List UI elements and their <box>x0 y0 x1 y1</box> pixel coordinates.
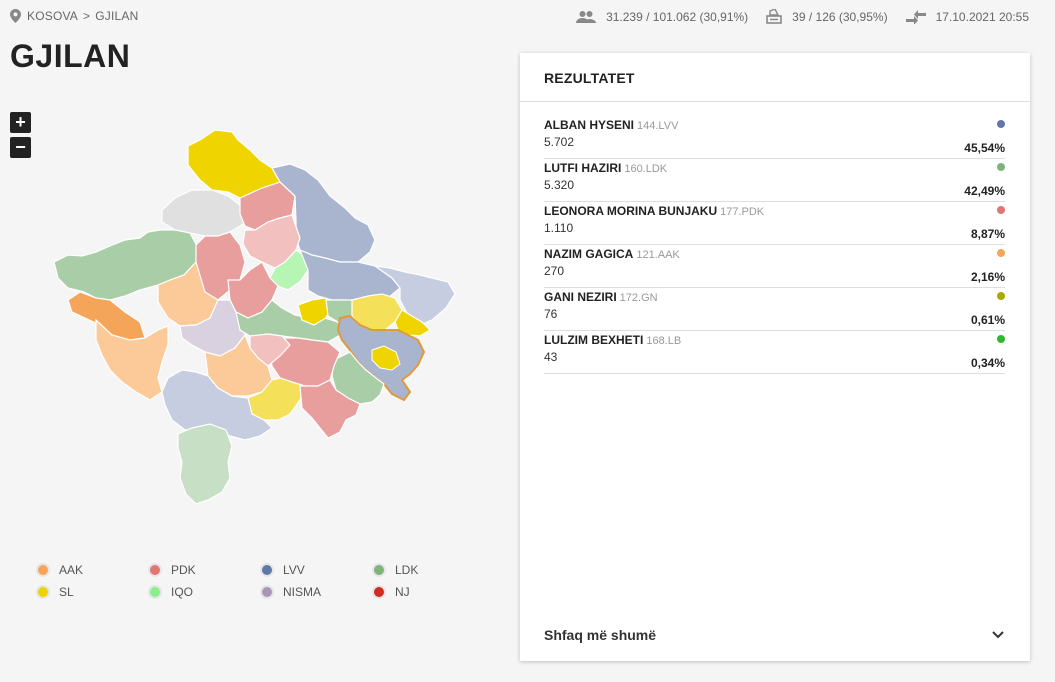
candidate-row[interactable]: GANI NEZIRI 172.GN 76 0,61% <box>544 288 1005 331</box>
compare-arrows-icon <box>905 9 926 24</box>
candidate-code: 177.PDK <box>720 206 765 218</box>
candidate-name: LUTFI HAZIRI <box>544 161 622 175</box>
candidate-name: LULZIM BEXHETI <box>544 333 644 347</box>
zoom-out-button[interactable]: − <box>10 137 31 158</box>
legend-item[interactable]: AAK <box>36 563 148 577</box>
candidate-name-line: NAZIM GAGICA 121.AAK <box>544 247 1005 261</box>
map-legend: AAK PDK LVV LDK SL IQO NISMA NJ <box>36 563 496 599</box>
legend-label: AAK <box>59 563 84 577</box>
party-color-dot <box>997 206 1005 214</box>
legend-item[interactable]: NISMA <box>260 585 372 599</box>
candidate-votes: 1.110 <box>544 221 574 235</box>
legend-item[interactable]: PDK <box>148 563 260 577</box>
chevron-down-icon <box>992 631 1004 639</box>
show-more-button[interactable]: Shfaq më shumë <box>544 627 1004 643</box>
candidate-row[interactable]: LEONORA MORINA BUNJAKU 177.PDK 1.110 8,87… <box>544 202 1005 245</box>
party-color-dot <box>997 335 1005 343</box>
party-color-dot <box>997 249 1005 257</box>
candidate-name: GANI NEZIRI <box>544 290 617 304</box>
legend-dot <box>372 585 386 599</box>
party-color-dot <box>997 120 1005 128</box>
candidate-percent: 0,34% <box>970 356 1005 370</box>
breadcrumb-country[interactable]: KOSOVA <box>27 9 78 23</box>
legend-label: LDK <box>395 563 419 577</box>
stations-count: 39 / 126 (30,95%) <box>792 9 888 24</box>
legend-dot <box>36 585 50 599</box>
candidate-percent: 42,49% <box>964 184 1005 198</box>
ballot-box-icon <box>766 9 782 24</box>
candidate-votes: 270 <box>544 264 565 278</box>
region-east-lvv-3[interactable] <box>374 265 456 326</box>
party-color-dot <box>997 292 1005 300</box>
candidate-code: 121.AAK <box>636 249 680 261</box>
legend-dot <box>260 563 274 577</box>
legend-dot <box>148 585 162 599</box>
updated-stat: 17.10.2021 20:55 <box>905 9 1029 24</box>
breadcrumb: KOSOVA > GJILAN <box>10 9 138 23</box>
legend-label: LVV <box>283 563 305 577</box>
show-more-label: Shfaq më shumë <box>544 627 657 643</box>
legend-label: IQO <box>171 585 194 599</box>
candidate-row[interactable]: ALBAN HYSENI 144.LVV 5.702 45,54% <box>544 116 1005 159</box>
candidate-name: LEONORA MORINA BUNJAKU <box>544 204 718 218</box>
legend-item[interactable]: NJ <box>372 585 484 599</box>
zoom-in-button[interactable]: + <box>10 112 31 133</box>
candidate-name-line: ALBAN HYSENI 144.LVV <box>544 118 1005 132</box>
legend-label: NISMA <box>283 585 322 599</box>
candidate-name-line: LUTFI HAZIRI 160.LDK <box>544 161 1005 175</box>
candidate-code: 168.LB <box>646 335 682 347</box>
results-list: ALBAN HYSENI 144.LVV 5.702 45,54% LUTFI H… <box>520 102 1030 374</box>
results-panel: REZULTATET ALBAN HYSENI 144.LVV 5.702 45,… <box>520 53 1030 661</box>
people-icon <box>576 10 597 23</box>
legend-dot <box>148 563 162 577</box>
region-sl-gjilan[interactable] <box>371 345 401 371</box>
candidate-percent: 8,87% <box>970 227 1005 241</box>
legend-dot <box>36 563 50 577</box>
candidate-name-line: GANI NEZIRI 172.GN <box>544 290 1005 304</box>
candidate-code: 144.LVV <box>637 120 679 132</box>
updated-timestamp: 17.10.2021 20:55 <box>935 9 1029 24</box>
candidate-votes: 5.320 <box>544 178 575 192</box>
candidate-votes: 43 <box>544 350 558 364</box>
candidate-name-line: LULZIM BEXHETI 168.LB <box>544 333 1005 347</box>
candidate-name: ALBAN HYSENI <box>544 118 635 132</box>
page-title: GJILAN <box>10 38 131 74</box>
candidate-name: NAZIM GAGICA <box>544 247 634 261</box>
stations-stat: 39 / 126 (30,95%) <box>766 9 888 24</box>
party-color-dot <box>997 163 1005 171</box>
location-pin-icon <box>10 9 21 23</box>
legend-dot <box>372 563 386 577</box>
candidate-row[interactable]: NAZIM GAGICA 121.AAK 270 2,16% <box>544 245 1005 288</box>
legend-label: SL <box>59 585 74 599</box>
legend-item[interactable]: LVV <box>260 563 372 577</box>
candidate-code: 160.LDK <box>624 163 668 175</box>
region-west-aak-2[interactable] <box>95 318 169 401</box>
region-south-ldk-2[interactable] <box>177 423 233 505</box>
candidate-percent: 2,16% <box>970 270 1005 284</box>
candidate-percent: 0,61% <box>970 313 1005 327</box>
breadcrumb-separator: > <box>83 9 91 23</box>
kosovo-map[interactable] <box>40 120 470 520</box>
stats-bar: 31.239 / 101.062 (30,91%) 39 / 126 (30,9… <box>558 9 1029 24</box>
legend-item[interactable]: IQO <box>148 585 260 599</box>
legend-item[interactable]: LDK <box>372 563 484 577</box>
top-bar: KOSOVA > GJILAN 31.239 / 101.062 (30,91%… <box>0 0 1055 32</box>
legend-label: NJ <box>395 585 410 599</box>
candidate-code: 172.GN <box>619 292 658 304</box>
legend-item[interactable]: SL <box>36 585 148 599</box>
candidate-name-line: LEONORA MORINA BUNJAKU 177.PDK <box>544 204 1005 218</box>
candidate-row[interactable]: LULZIM BEXHETI 168.LB 43 0,34% <box>544 331 1005 374</box>
breadcrumb-municipality[interactable]: GJILAN <box>95 9 139 23</box>
legend-dot <box>260 585 274 599</box>
results-title: REZULTATET <box>520 53 1030 102</box>
candidate-votes: 76 <box>544 307 558 321</box>
candidate-row[interactable]: LUTFI HAZIRI 160.LDK 5.320 42,49% <box>544 159 1005 202</box>
region-southeast-pdk[interactable] <box>299 379 361 439</box>
voters-count: 31.239 / 101.062 (30,91%) <box>606 9 749 24</box>
candidate-votes: 5.702 <box>544 135 575 149</box>
candidate-percent: 45,54% <box>964 141 1005 155</box>
legend-label: PDK <box>171 563 196 577</box>
voters-stat: 31.239 / 101.062 (30,91%) <box>576 10 748 24</box>
